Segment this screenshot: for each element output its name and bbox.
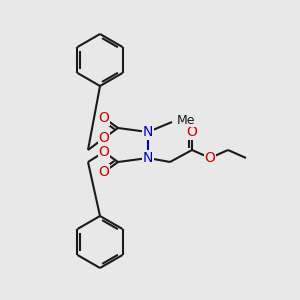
Text: Me: Me: [177, 113, 196, 127]
Text: N: N: [143, 125, 153, 139]
Text: O: O: [205, 151, 215, 165]
Text: O: O: [99, 145, 110, 159]
Text: N: N: [143, 151, 153, 165]
Text: O: O: [187, 125, 197, 139]
Text: O: O: [99, 131, 110, 145]
Text: O: O: [99, 165, 110, 179]
Text: O: O: [99, 111, 110, 125]
